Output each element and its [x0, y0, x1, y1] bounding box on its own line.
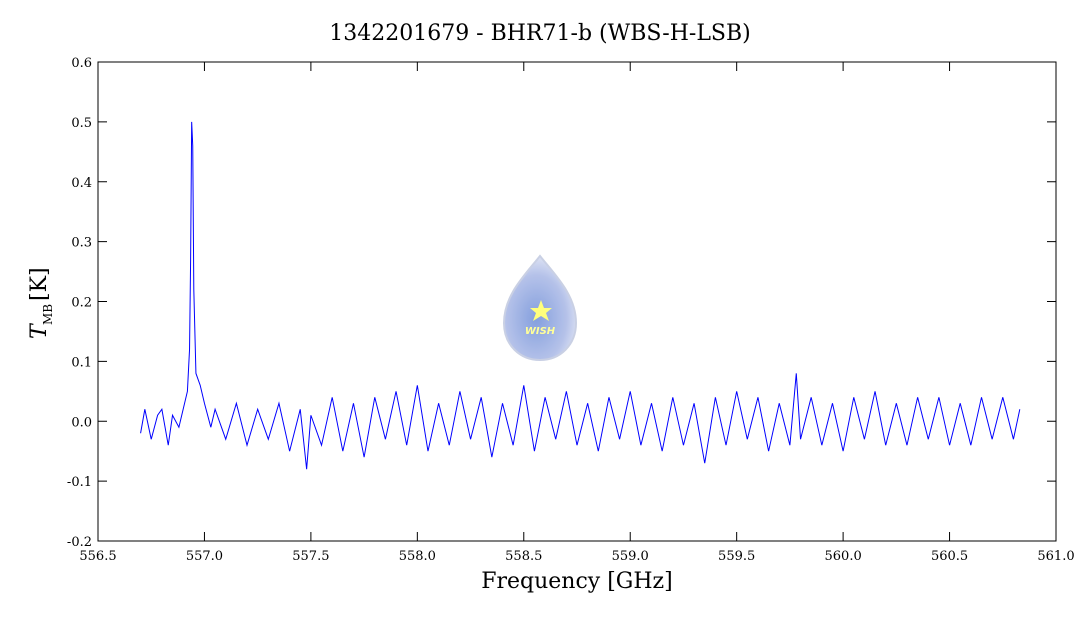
logo-text: WISH: [525, 326, 556, 337]
y-axis-label: T MB [K]: [27, 267, 55, 339]
y-tick-label: 0.0: [71, 415, 92, 430]
x-tick-label: 558.5: [505, 549, 542, 564]
x-tick-label: 558.0: [399, 549, 436, 564]
x-tick-label: 559.0: [612, 549, 649, 564]
logo: WISH: [502, 254, 578, 362]
y-label-sub: MB: [41, 304, 55, 325]
x-tick-label: 560.0: [825, 549, 862, 564]
y-tick-label: 0.5: [71, 116, 92, 131]
x-tick-label: 559.5: [718, 549, 755, 564]
x-tick-label: 557.5: [292, 549, 329, 564]
spectrum-line: [140, 121, 1021, 470]
plot-frame: [97, 61, 1057, 542]
logo-star: [530, 300, 552, 321]
y-tick-label: -0.1: [67, 475, 92, 490]
y-tick-label: 0.4: [71, 176, 92, 191]
x-tick-label: 561.0: [1037, 549, 1074, 564]
x-tick-label: 560.5: [931, 549, 968, 564]
y-tick-label: 0.2: [71, 296, 92, 311]
y-tick-label: 0.3: [71, 236, 92, 251]
chart-title: 1342201679 - BHR71-b (WBS-H-LSB): [329, 21, 751, 46]
x-tick-label: 557.0: [186, 549, 223, 564]
y-tick-label: -0.2: [67, 535, 92, 550]
y-label-unit: [K]: [27, 267, 52, 301]
x-axis-label: Frequency [GHz]: [481, 569, 673, 594]
x-tick-label: 556.5: [79, 549, 116, 564]
y-tick-label: 0.1: [71, 355, 92, 370]
y-tick-label: 0.6: [71, 56, 92, 71]
y-label-symbol: T: [27, 322, 52, 339]
